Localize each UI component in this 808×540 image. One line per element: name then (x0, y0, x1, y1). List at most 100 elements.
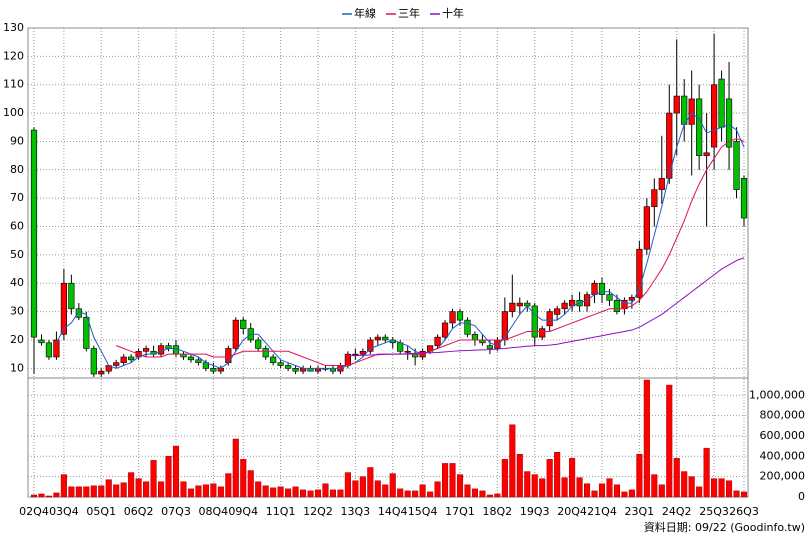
x-tick-label: 17Q1 (445, 505, 475, 518)
volume-bar (711, 478, 718, 498)
ma-line (347, 257, 745, 357)
y-tick-label: 80 (10, 163, 24, 176)
volume-bar (45, 495, 52, 498)
candle-body (636, 248, 643, 298)
candle-body (270, 356, 277, 363)
volume-bar (584, 483, 591, 498)
candle-body (210, 368, 217, 372)
volume-bar (322, 483, 329, 498)
volume-bar (210, 483, 217, 498)
volume-bar (427, 491, 434, 498)
volume-bar (733, 490, 740, 498)
candle-body (673, 95, 680, 114)
volume-bar (434, 481, 441, 498)
candle-body (561, 302, 568, 310)
candle-body (38, 339, 45, 344)
volume-bar (113, 484, 120, 498)
candle-body (277, 362, 284, 366)
candle-body (554, 308, 561, 315)
candle-body (172, 345, 180, 355)
candle-body (285, 365, 292, 369)
volume-bar (53, 492, 60, 498)
volume-bar (217, 486, 224, 498)
volume-bar (165, 456, 172, 498)
candle-body (120, 356, 127, 363)
volume-bar (591, 490, 598, 498)
candle-body (494, 339, 501, 349)
y-tick-label: 60 (10, 220, 24, 233)
volume-bar (561, 477, 568, 498)
candle-body (711, 84, 718, 148)
volume-bar (382, 484, 389, 498)
candle-body (404, 351, 411, 353)
volume-bar (240, 459, 247, 498)
candle-body (718, 78, 725, 128)
volume-bar (666, 384, 673, 498)
volume-bar (285, 488, 292, 498)
volume-bar (419, 484, 426, 498)
volume-bar (105, 479, 112, 498)
x-tick-label: 24Q2 (662, 505, 692, 518)
volume-bar (703, 447, 710, 498)
volume-bar (658, 484, 665, 498)
volume-bar (90, 485, 97, 498)
candle-body (187, 356, 195, 361)
volume-bar (337, 489, 344, 498)
candle-body (240, 319, 247, 329)
x-tick-label: 11Q1 (266, 505, 296, 518)
candle-body (733, 141, 740, 190)
volume-bar (255, 481, 262, 498)
y-tick-label: 130 (3, 21, 24, 34)
volume-bar (404, 490, 411, 498)
volume-bar (509, 424, 516, 498)
volume-bar (479, 490, 486, 498)
volume-bar (68, 486, 75, 498)
candle-body (591, 282, 598, 295)
volume-bar (524, 471, 531, 498)
x-tick-label: 03Q4 (49, 505, 79, 518)
candle-body (613, 299, 621, 312)
volume-bar (270, 487, 277, 498)
volume-bar (501, 459, 508, 498)
volume-bar (359, 476, 366, 498)
volume-bar (314, 489, 322, 498)
candle-body (359, 351, 366, 355)
volume-bar (374, 480, 381, 498)
candle-body (486, 345, 493, 349)
candle-body (703, 152, 710, 156)
candle-body (374, 336, 381, 341)
volume-bar (494, 493, 501, 498)
candle-body (90, 348, 97, 375)
volume-bar (621, 491, 628, 498)
y-tick-label: 90 (10, 134, 24, 147)
volume-bar (120, 482, 127, 498)
volume-bar (651, 474, 658, 498)
volume-bar (60, 474, 67, 498)
candle-body (606, 294, 613, 301)
volume-bar (83, 486, 90, 498)
x-tick-label: 21Q4 (587, 505, 617, 518)
x-tick-label: 05Q1 (86, 505, 116, 518)
volume-bar (569, 458, 576, 498)
legend-label: 年線 (354, 6, 376, 20)
candle-body (195, 359, 202, 363)
candle-body (666, 112, 673, 179)
volume-bar (367, 467, 374, 498)
legend-label: 十年 (442, 6, 464, 20)
volume-bar (180, 481, 187, 498)
y-tick-label: 70 (10, 191, 24, 204)
candle-body (681, 95, 688, 125)
candle-body (367, 339, 374, 352)
candle-body (83, 316, 90, 349)
volume-bar (673, 458, 680, 498)
y2-tick-label: 200,000 (760, 470, 806, 483)
candle-body (598, 282, 606, 295)
volume-bar (150, 460, 157, 498)
volume-bar (456, 474, 464, 498)
y2-tick-label: 0 (798, 490, 805, 503)
x-tick-label: 02Q4 (19, 505, 49, 518)
volume-bar (397, 488, 404, 498)
volume-bar (486, 494, 493, 498)
candle-body (441, 322, 449, 338)
